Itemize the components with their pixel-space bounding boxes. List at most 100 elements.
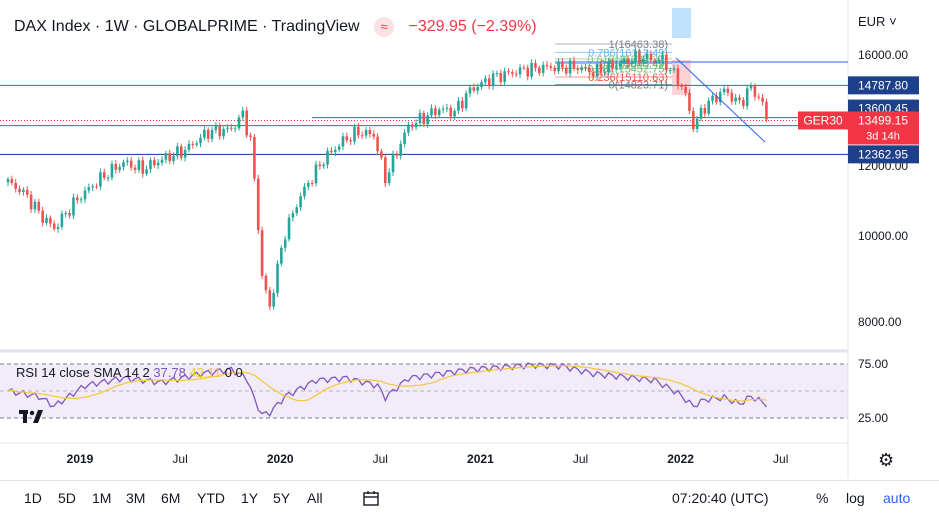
candle-body [110,163,114,178]
candle-body [372,134,376,137]
candle-body [226,127,229,129]
candle-body [245,110,248,136]
candle-body [176,146,179,156]
timeframe-all[interactable]: All [307,490,323,506]
timeframe-1d[interactable]: 1D [24,490,42,506]
candle-body [441,108,445,110]
candle-body [307,182,310,187]
candle-body [137,160,141,170]
candle-body [384,157,387,184]
current-price-bg [848,111,919,145]
candle-body [541,64,545,73]
timeframe-5y[interactable]: 5Y [273,490,291,506]
candle-body [422,113,426,125]
candle-body [745,88,749,107]
candle-body [761,97,764,102]
rsi-header: RSI 14 close SMA 14 2 37.78 42.11 0 0 [16,365,243,380]
candle-body [203,129,206,138]
candle-body [33,201,37,210]
x-tick-label: 2022 [667,452,694,466]
candle-body [25,189,29,195]
calendar-icon[interactable] [362,489,380,507]
current-price-label: 13499.15 [858,113,908,127]
timeframe-5d[interactable]: 5D [58,490,76,506]
candle-body [230,127,233,129]
log-scale-button[interactable]: log [846,490,865,506]
candle-body [387,172,391,184]
candle-body [153,160,156,166]
candle-body [399,143,402,156]
candle-body [522,67,526,69]
candle-body [499,73,503,83]
candle-body [87,187,91,191]
auto-scale-button[interactable]: auto [883,490,911,506]
symbol-tag-bg [798,111,848,130]
x-tick-label: 2021 [467,452,494,466]
price-label-level3: 12362.95 [858,147,908,161]
candle-body [426,115,429,125]
candle-body [253,137,256,179]
candle-body [368,130,372,135]
candle-body [615,66,618,69]
x-tick-label: 2020 [267,452,294,466]
price-label-level1-bg [848,76,919,95]
candle-body [237,117,241,129]
timeframe-6m[interactable]: 6M [161,490,181,506]
candle-body [310,182,314,184]
timeframe-ytd[interactable]: YTD [197,490,225,506]
candle-body [102,172,106,178]
symbol-tag: GER30 [803,113,843,127]
candle-body [603,72,607,74]
candle-body [684,86,687,93]
candle-body [168,153,171,162]
rsi-extra-2: 0 [235,365,243,380]
timeframe-3m[interactable]: 3M [126,490,146,506]
candle-body [453,110,456,117]
candle-body [718,92,722,103]
candle-body [52,223,56,229]
candle-body [276,263,279,294]
candle-body [41,210,44,223]
candle-body [126,160,129,163]
candle-body [172,155,175,162]
candle-body [29,194,33,210]
settings-icon[interactable]: ⚙ [878,450,894,471]
candle-body [280,247,283,264]
candle-body [326,150,329,165]
candle-body [10,179,14,183]
fib-label: 1(16463.38) [609,39,668,51]
candle-body [549,66,553,68]
candle-body [437,109,441,116]
symbol-line: DAX Index · 1W · GLOBALPRIME · TradingVi… [14,18,360,36]
candle-body [572,60,576,69]
tradingview-logo-icon [19,410,43,423]
trendline [675,57,766,143]
candle-body [129,160,133,168]
x-tick-label: Jul [373,452,388,466]
timeframe-1y[interactable]: 1Y [241,490,259,506]
candle-body [749,85,753,89]
candle-body [122,162,125,168]
indicator-icon[interactable]: ≈ [374,17,395,37]
candle-body [507,71,510,73]
candle-body [491,73,495,87]
candle-body [657,59,660,61]
candle-body [149,160,152,170]
candle-body [607,61,610,73]
rsi-value: 37.78 [153,365,186,380]
candle-body [249,135,252,138]
currency-selector[interactable]: EUR ˅ [858,14,897,29]
candle-body [195,143,198,145]
candle-body [64,213,68,215]
candle-body [672,68,676,71]
timeframe-1m[interactable]: 1M [92,490,112,506]
candle-body [576,68,580,71]
clock[interactable]: 07:20:40 (UTC) [672,490,769,506]
candle-body [407,124,410,133]
candle-body [449,107,453,117]
candle-body [268,290,272,307]
candle-body [564,67,568,74]
candle-body [557,61,560,72]
percent-scale-button[interactable]: % [816,490,829,506]
candle-body [272,293,275,307]
